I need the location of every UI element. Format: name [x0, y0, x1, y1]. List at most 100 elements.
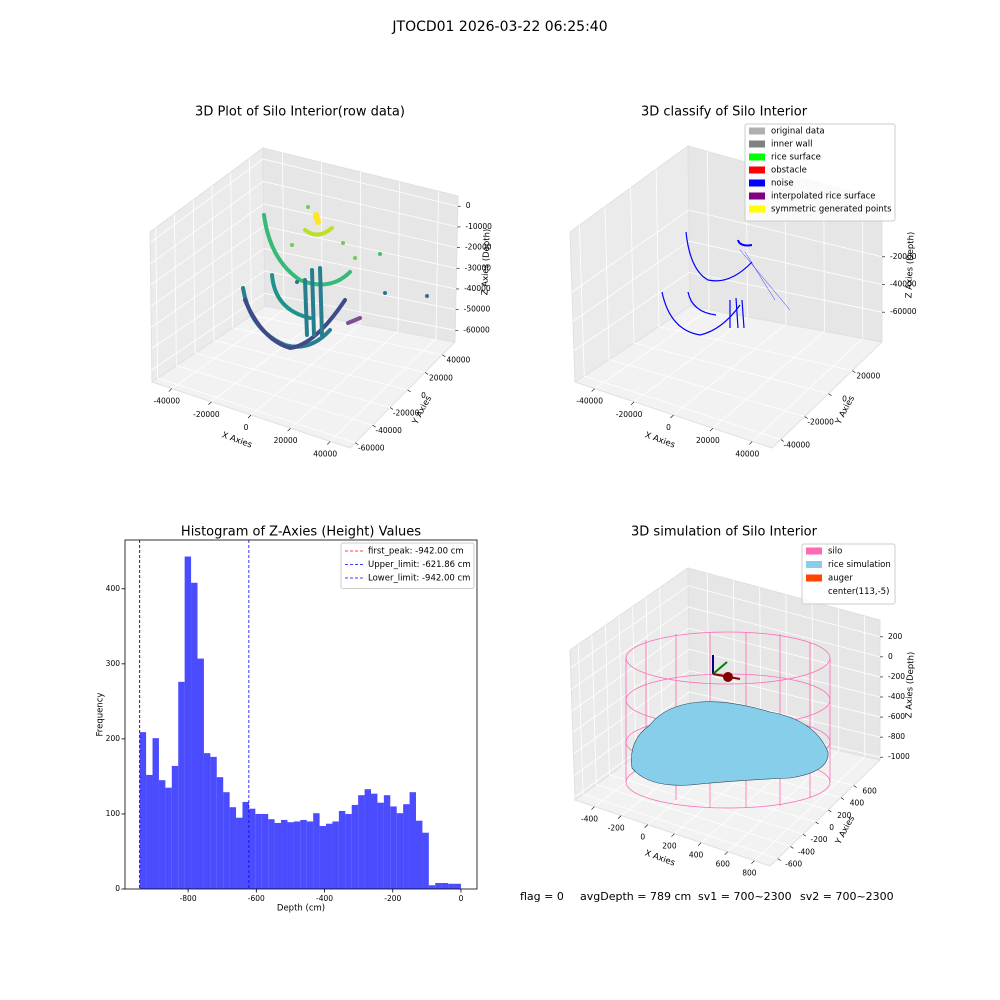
bar — [306, 821, 314, 889]
point — [353, 256, 357, 260]
point — [425, 294, 429, 298]
footer-avg-depth: avgDepth = 789 cm — [580, 890, 691, 903]
bar — [326, 823, 333, 889]
z-axis-label: Z Axies (Depth) — [904, 652, 916, 719]
legend-label: original data — [771, 127, 825, 137]
x-tick-label: 400 — [689, 851, 704, 860]
y-tick-label: 300 — [106, 659, 121, 668]
legend-label: inner wall — [771, 140, 812, 150]
x-tick — [591, 388, 595, 392]
curve — [661, 291, 741, 336]
x-tick-label: 200 — [662, 842, 677, 851]
point — [378, 252, 382, 256]
x-tick-label: -20000 — [193, 410, 220, 419]
legend-swatch — [749, 179, 765, 187]
x-tick — [671, 833, 675, 837]
x-tick-label: 20000 — [274, 436, 298, 445]
footer-sv1: sv1 = 700~2300 — [698, 890, 792, 903]
y-tick — [804, 416, 808, 419]
legend-swatch — [749, 140, 765, 148]
x-tick — [644, 824, 649, 828]
bar — [191, 582, 198, 889]
x-tick — [697, 842, 702, 846]
legend-swatch — [749, 192, 765, 200]
grid-line — [192, 199, 391, 408]
y-tick-label: -400 — [798, 847, 815, 856]
bar — [152, 738, 159, 889]
x-tick-label: 800 — [742, 869, 757, 878]
y-tick-label: -20000 — [393, 409, 420, 418]
x-tick — [247, 414, 252, 419]
x-tick-label: -200 — [608, 824, 625, 833]
decorations — [241, 205, 831, 809]
legend-label: auger — [828, 574, 853, 584]
legend-box — [340, 542, 475, 589]
legend-label: obstacle — [771, 166, 807, 176]
grid-line — [155, 227, 356, 444]
z-tick-label: 200 — [888, 632, 903, 641]
bar — [364, 789, 372, 889]
z-tick-label: -60000 — [463, 325, 490, 334]
legend-box — [744, 123, 896, 222]
y-tick-label: -600 — [785, 860, 802, 869]
x-tick-label: -40000 — [576, 397, 603, 406]
legend-swatch — [749, 127, 765, 135]
grid-line — [754, 615, 866, 862]
rice-surface — [631, 701, 829, 786]
curve — [243, 298, 347, 351]
x-axis-label: X Axies — [643, 430, 676, 450]
grid-line — [149, 158, 458, 243]
legend-label: Upper_limit: -621.86 cm — [368, 560, 471, 570]
x-tick-label: 0 — [640, 833, 645, 842]
grid-line — [752, 194, 864, 442]
y-tick-label: -40000 — [784, 441, 811, 450]
y-tick — [840, 797, 845, 800]
y-tick-label: 0 — [829, 823, 834, 832]
bar — [210, 756, 217, 889]
bar — [377, 802, 384, 889]
bar — [184, 556, 192, 889]
panel-title: 3D Plot of Silo Interior(row data) — [195, 105, 405, 120]
z-tick-label: -60000 — [890, 307, 917, 316]
grid-line — [230, 172, 426, 373]
y-tick-label: 20000 — [856, 372, 880, 381]
bar — [165, 787, 172, 889]
curve — [346, 316, 362, 325]
grid-line — [571, 606, 881, 690]
auger — [712, 655, 741, 682]
legend-swatch — [806, 574, 822, 582]
bar — [358, 795, 365, 889]
grid-line — [579, 225, 781, 440]
panel-title: 3D classify of Silo Interior — [641, 105, 808, 120]
x-tick-label: 0 — [666, 423, 671, 432]
x-tick-label: -20000 — [616, 410, 643, 419]
y-tick-label: 0 — [842, 395, 847, 404]
y-tick — [853, 785, 857, 788]
grid-line — [712, 183, 825, 429]
grid-line — [573, 271, 883, 351]
grid-line — [150, 203, 458, 286]
x-axis-label: Depth (cm) — [277, 904, 325, 914]
bar — [428, 885, 436, 889]
z-axis-label: Z Axies (Depth) — [904, 232, 916, 299]
z-tick-label: -10000 — [465, 222, 492, 231]
bar — [454, 883, 461, 889]
bar — [171, 765, 179, 889]
x-tick — [724, 851, 728, 855]
y-tick-label: 20000 — [429, 373, 453, 382]
legend-label: symmetric generated points — [771, 205, 892, 215]
legend-label: first_peak: -942.00 cm — [368, 547, 464, 557]
grid-line — [618, 615, 816, 823]
legend-label: Lower_limit: -942.00 cm — [368, 574, 470, 584]
z-tick-label: -1000 — [888, 752, 910, 761]
bar — [415, 820, 423, 889]
x-tick — [749, 441, 753, 445]
grid-line — [591, 634, 791, 847]
bar — [281, 819, 288, 889]
bar — [287, 822, 294, 889]
y-tick — [442, 354, 446, 357]
classified-curves — [661, 231, 791, 336]
grid-line — [604, 206, 805, 417]
bar — [371, 793, 378, 889]
